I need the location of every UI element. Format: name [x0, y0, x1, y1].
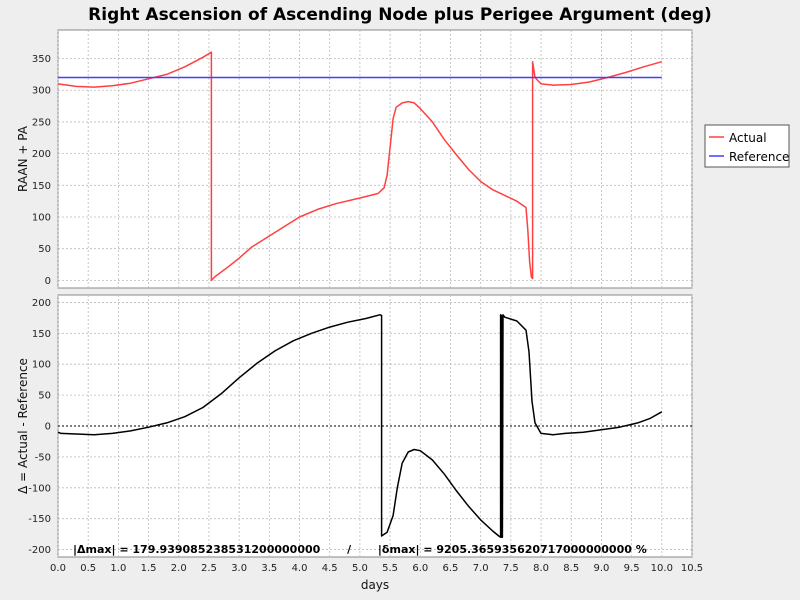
- top-y-axis-label: RAAN + PA: [16, 125, 30, 192]
- x-tick-label: 5.5: [382, 563, 398, 574]
- bottom-series: [57, 314, 663, 538]
- x-tick-label: 7.0: [473, 563, 489, 574]
- x-tick-label: 7.5: [503, 563, 519, 574]
- legend: Actual Reference: [704, 124, 790, 168]
- x-tick-label: 2.0: [171, 563, 187, 574]
- y-tick-label: 250: [32, 117, 51, 128]
- x-tick-label: 6.5: [443, 563, 459, 574]
- bottom-y-axis-label: Δ = Actual - Reference: [16, 358, 30, 494]
- x-tick-label: 5.0: [352, 563, 368, 574]
- y-tick-label: 50: [38, 244, 51, 255]
- y-tick-label: 100: [32, 213, 51, 224]
- y-tick-label: 300: [32, 86, 51, 97]
- x-tick-label: 0.0: [50, 563, 66, 574]
- y-tick-label: 200: [32, 298, 51, 309]
- top-plot-area: [57, 29, 693, 289]
- y-tick-label: -150: [28, 514, 51, 525]
- y-tick-label: 350: [32, 54, 51, 65]
- series-line-actual: [57, 51, 663, 282]
- delta-max-annotation: |Δmax| = 179.939085238531200000000 / |δm…: [73, 543, 647, 556]
- x-tick-label: 10.5: [681, 563, 703, 574]
- top-y-tick-labels: 0 50 100 150 200 250 300 350: [32, 54, 51, 287]
- y-tick-label: 200: [32, 149, 51, 160]
- y-tick-label: 150: [32, 181, 51, 192]
- legend-box: [704, 124, 790, 168]
- x-tick-label: 2.5: [201, 563, 217, 574]
- y-tick-label: 50: [38, 391, 51, 402]
- y-tick-label: -200: [28, 545, 51, 556]
- legend-actual-label: Actual: [729, 131, 767, 145]
- y-tick-label: 0: [45, 422, 51, 433]
- x-tick-label: 10.0: [651, 563, 673, 574]
- x-tick-label: 9.5: [624, 563, 640, 574]
- x-tick-label: 0.5: [80, 563, 96, 574]
- x-tick-label: 4.0: [292, 563, 308, 574]
- x-tick-label: 8.0: [533, 563, 549, 574]
- x-tick-label: 1.0: [110, 563, 126, 574]
- legend-reference-label: Reference: [729, 150, 789, 164]
- series-line--: [57, 314, 663, 538]
- x-tick-label: 6.0: [412, 563, 428, 574]
- x-tick-label: 3.0: [231, 563, 247, 574]
- bottom-y-tick-labels: -200 -150 -100 -50 0 50 100 150 200: [28, 298, 51, 556]
- y-tick-label: -50: [35, 452, 51, 463]
- top-grid: [57, 30, 693, 288]
- y-tick-label: -100: [28, 483, 51, 494]
- x-tick-label: 1.5: [141, 563, 157, 574]
- top-series: [57, 51, 663, 282]
- y-tick-label: 150: [32, 329, 51, 340]
- x-axis-label: days: [361, 578, 389, 592]
- y-tick-label: 100: [32, 360, 51, 371]
- x-tick-label: 8.5: [563, 563, 579, 574]
- x-tick-labels: 0.0 0.5 1.0 1.5 2.0 2.5 3.0 3.5 4.0 4.5 5.0 5.5 6.0 6…: [50, 563, 703, 574]
- x-tick-label: 3.5: [261, 563, 277, 574]
- chart-title: Right Ascension of Ascending Node plus P…: [88, 5, 712, 25]
- y-tick-label: 0: [45, 276, 51, 287]
- x-tick-label: 9.0: [593, 563, 609, 574]
- x-tick-label: 4.5: [322, 563, 338, 574]
